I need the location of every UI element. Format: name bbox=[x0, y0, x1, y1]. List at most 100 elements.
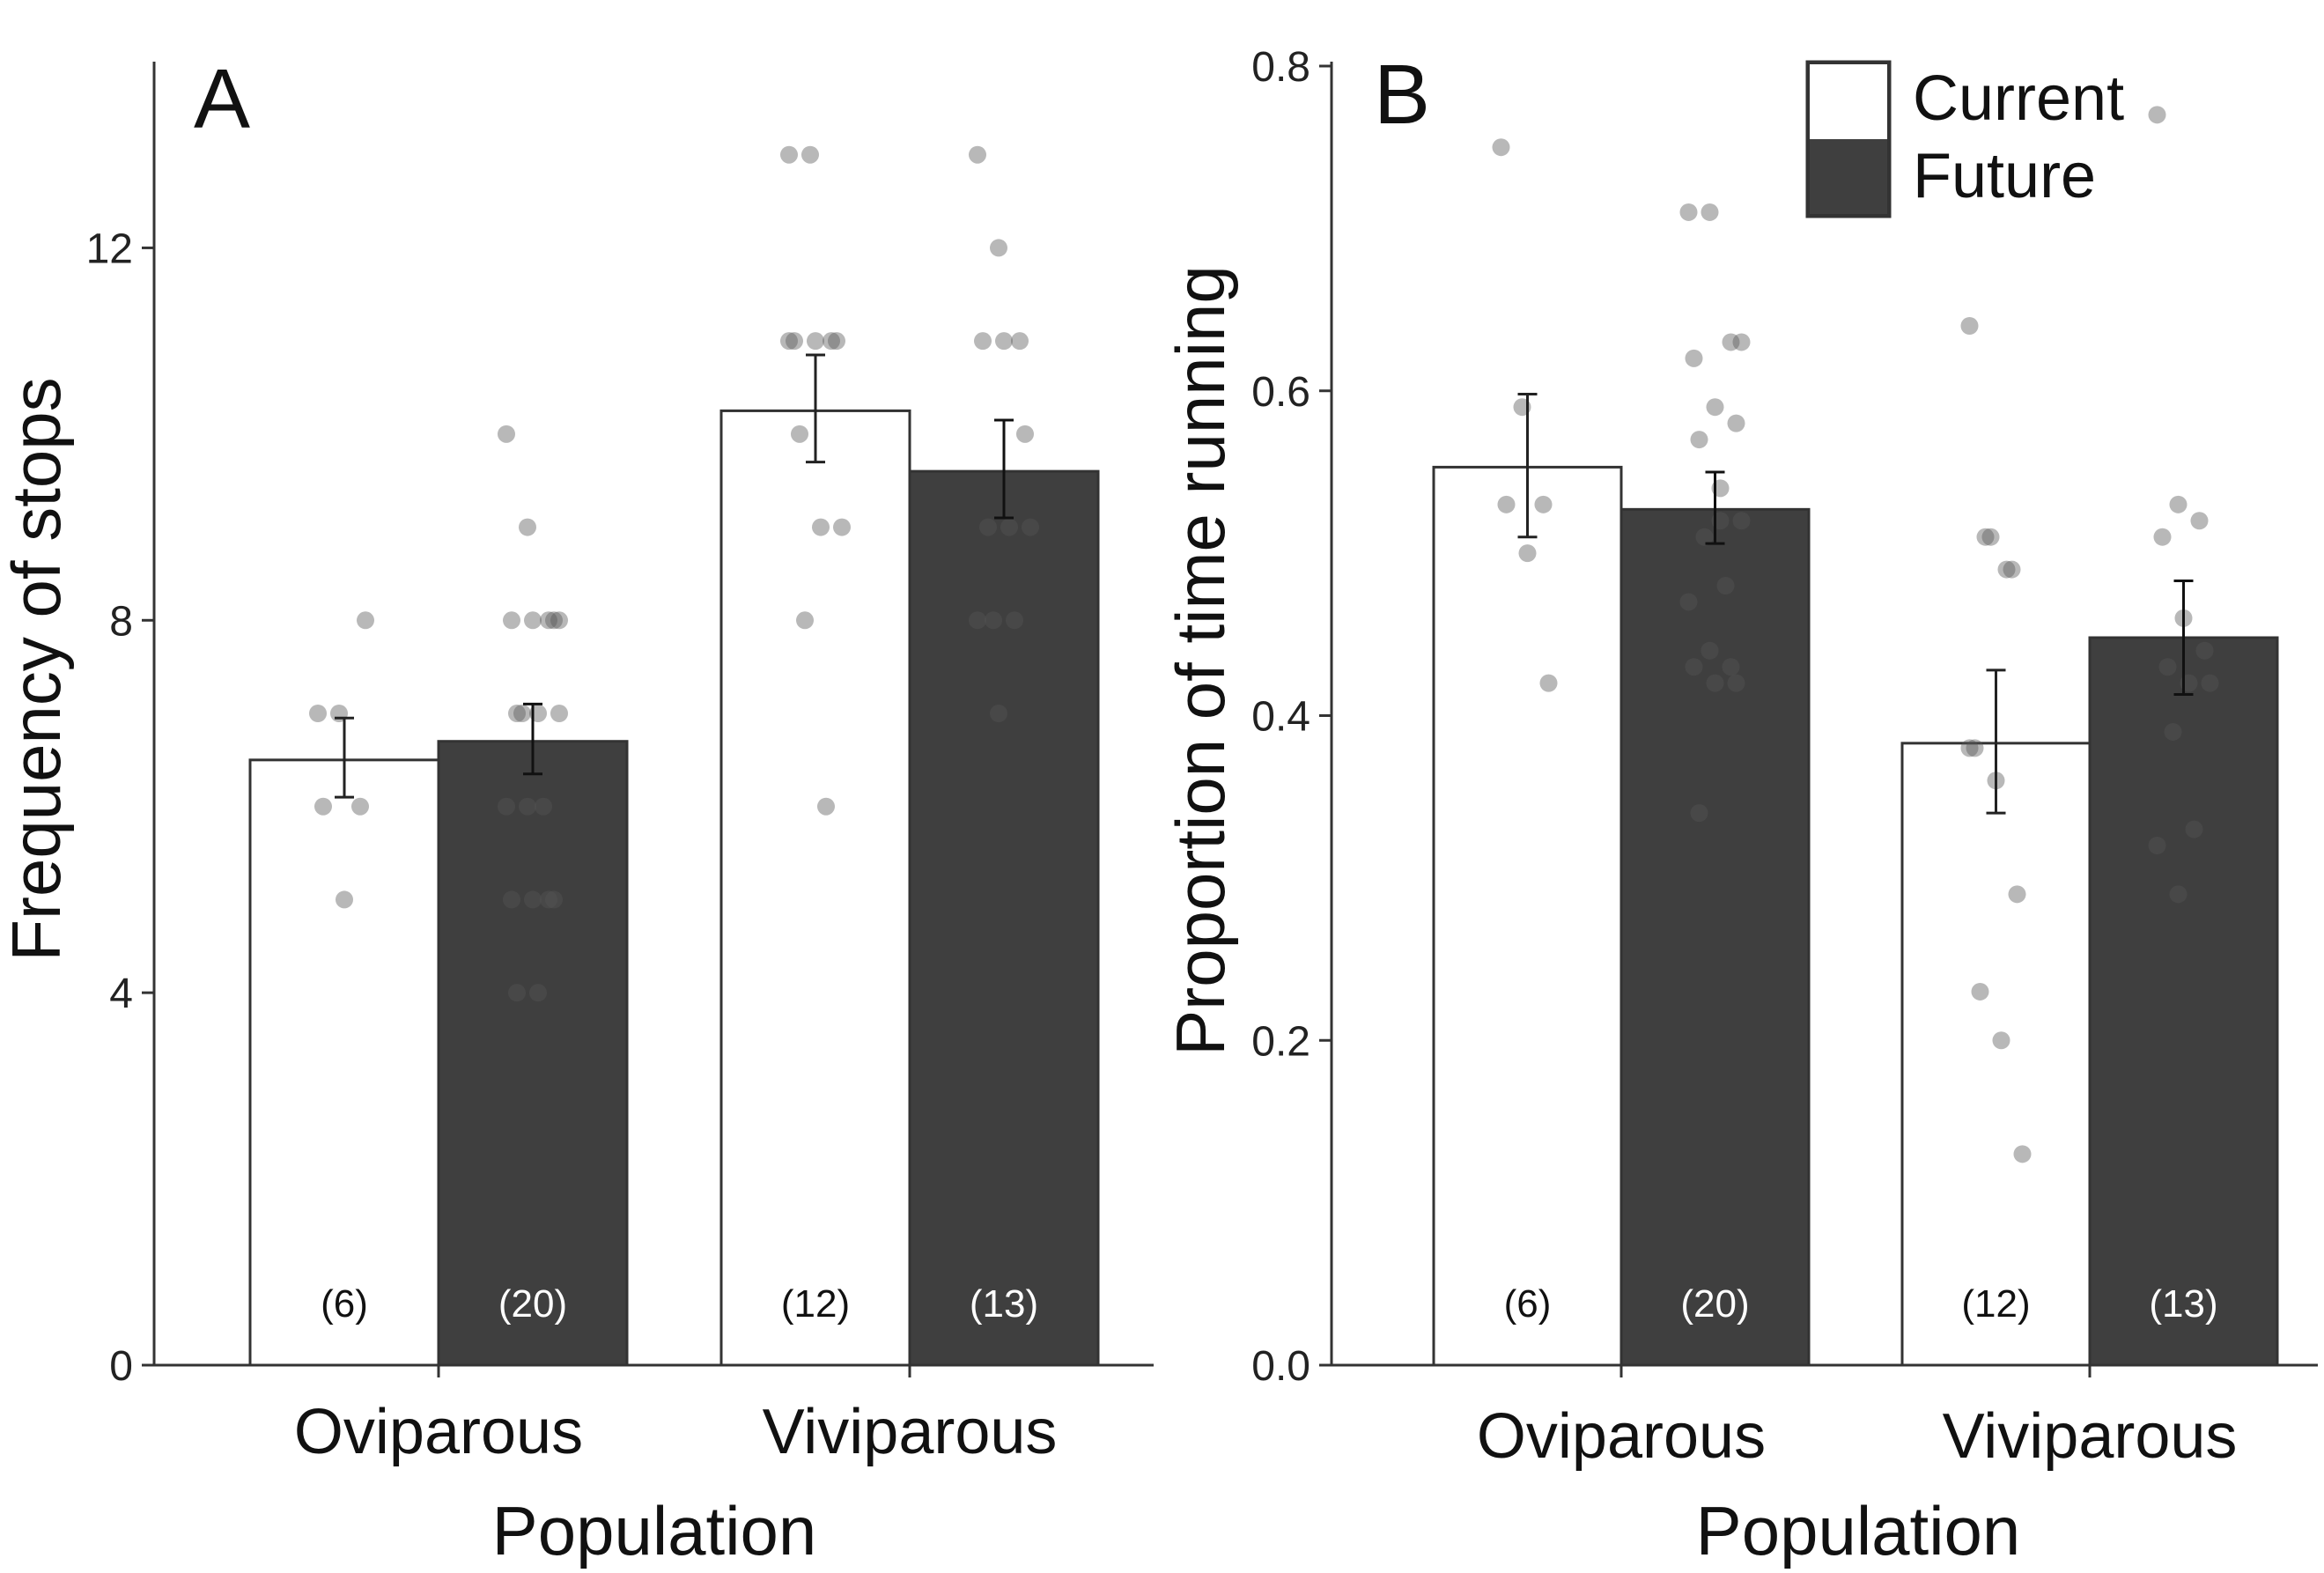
panel-letter: A bbox=[194, 52, 250, 146]
data-point bbox=[2169, 495, 2188, 513]
data-point bbox=[1006, 611, 1023, 630]
n-label: (12) bbox=[1961, 1282, 2030, 1326]
data-point bbox=[1976, 528, 1995, 546]
n-label: (20) bbox=[498, 1282, 567, 1326]
data-point bbox=[990, 239, 1007, 257]
data-point bbox=[1981, 528, 2000, 546]
y-tick-label: 8 bbox=[109, 598, 133, 645]
data-point bbox=[357, 611, 374, 630]
data-point bbox=[529, 984, 547, 1002]
data-point bbox=[2013, 1145, 2032, 1163]
data-point bbox=[540, 611, 557, 630]
data-point bbox=[2169, 885, 2188, 904]
y-tick-label: 0.4 bbox=[1251, 694, 1310, 741]
bar-current bbox=[1900, 742, 2092, 1367]
data-point bbox=[1997, 560, 2016, 579]
data-point bbox=[1706, 398, 1724, 417]
data-point bbox=[823, 332, 840, 351]
y-tick-label: 0.2 bbox=[1251, 1018, 1310, 1065]
data-point bbox=[1695, 528, 1714, 546]
data-point bbox=[833, 518, 851, 536]
data-point bbox=[503, 890, 520, 909]
bar-future bbox=[908, 469, 1100, 1367]
n-label: (6) bbox=[321, 1282, 368, 1326]
data-point bbox=[2164, 722, 2182, 741]
data-point bbox=[309, 705, 327, 722]
data-point bbox=[508, 984, 526, 1002]
data-point bbox=[1722, 658, 1740, 676]
data-point bbox=[801, 145, 819, 164]
x-tick-label: Oviparous bbox=[294, 1397, 583, 1467]
n-label: (13) bbox=[2149, 1282, 2217, 1326]
data-point bbox=[1690, 804, 1708, 823]
data-point bbox=[1727, 674, 1745, 692]
data-point bbox=[2185, 820, 2203, 838]
legend: Current Future bbox=[1805, 60, 2124, 218]
data-point bbox=[1960, 317, 1979, 335]
data-point bbox=[974, 332, 992, 351]
data-point bbox=[780, 145, 798, 164]
y-tick-label: 4 bbox=[109, 971, 133, 1017]
data-point bbox=[969, 611, 986, 630]
data-point bbox=[2153, 528, 2172, 546]
y-tick-label: 12 bbox=[86, 225, 133, 272]
legend-label-future: Future bbox=[1913, 141, 2096, 211]
data-point bbox=[336, 890, 353, 909]
y-axis-title: Proportion of time running bbox=[1162, 265, 1239, 1056]
n-label: (6) bbox=[1504, 1282, 1552, 1326]
panel-letter: B bbox=[1374, 48, 1430, 142]
data-point bbox=[990, 705, 1007, 722]
n-label: (20) bbox=[1680, 1282, 1749, 1326]
data-point bbox=[524, 611, 542, 630]
bar-current bbox=[1432, 465, 1623, 1367]
y-tick-label: 0 bbox=[109, 1343, 133, 1390]
data-point bbox=[1716, 577, 1735, 594]
data-point bbox=[508, 705, 526, 722]
n-label: (13) bbox=[970, 1282, 1038, 1326]
data-point bbox=[1966, 739, 1984, 757]
data-point bbox=[1685, 349, 1703, 367]
data-point bbox=[1732, 333, 1751, 351]
legend-box bbox=[1805, 60, 1892, 218]
data-point bbox=[2003, 560, 2021, 579]
data-point bbox=[1960, 739, 1979, 757]
data-point bbox=[1000, 518, 1018, 536]
legend-swatch-future bbox=[1810, 139, 1887, 214]
data-point bbox=[1497, 495, 1516, 513]
data-point bbox=[807, 332, 824, 351]
legend-swatch-current bbox=[1810, 64, 1887, 139]
data-point bbox=[498, 797, 515, 816]
bar-current bbox=[248, 758, 440, 1367]
bar-current bbox=[719, 409, 911, 1367]
data-point bbox=[524, 890, 542, 909]
data-point bbox=[513, 705, 531, 722]
y-axis-title: Frequency of stops bbox=[0, 377, 75, 961]
data-point bbox=[1492, 138, 1510, 157]
data-point bbox=[2008, 885, 2026, 904]
data-point bbox=[780, 332, 798, 351]
data-point bbox=[1679, 593, 1698, 611]
data-point bbox=[1022, 518, 1039, 536]
data-point bbox=[545, 890, 563, 909]
x-tick-label: Oviparous bbox=[1477, 1401, 1766, 1472]
data-point bbox=[796, 611, 814, 630]
data-point bbox=[791, 425, 808, 443]
data-point bbox=[1706, 674, 1724, 692]
data-point bbox=[1732, 512, 1751, 530]
data-point bbox=[995, 332, 1013, 351]
data-point bbox=[2195, 641, 2214, 660]
data-point bbox=[2148, 837, 2166, 854]
y-tick-label: 0.0 bbox=[1251, 1343, 1310, 1390]
data-point bbox=[535, 797, 552, 816]
data-point bbox=[314, 797, 332, 816]
bar-future bbox=[1619, 507, 1811, 1367]
x-tick-label: Viviparous bbox=[1943, 1401, 2238, 1472]
data-point bbox=[498, 425, 515, 443]
data-point bbox=[1016, 425, 1034, 443]
x-axis-title: Population bbox=[492, 1492, 817, 1569]
data-point bbox=[1992, 1031, 2010, 1050]
data-point bbox=[1722, 333, 1740, 351]
data-point bbox=[1011, 332, 1029, 351]
data-point bbox=[1685, 658, 1703, 676]
